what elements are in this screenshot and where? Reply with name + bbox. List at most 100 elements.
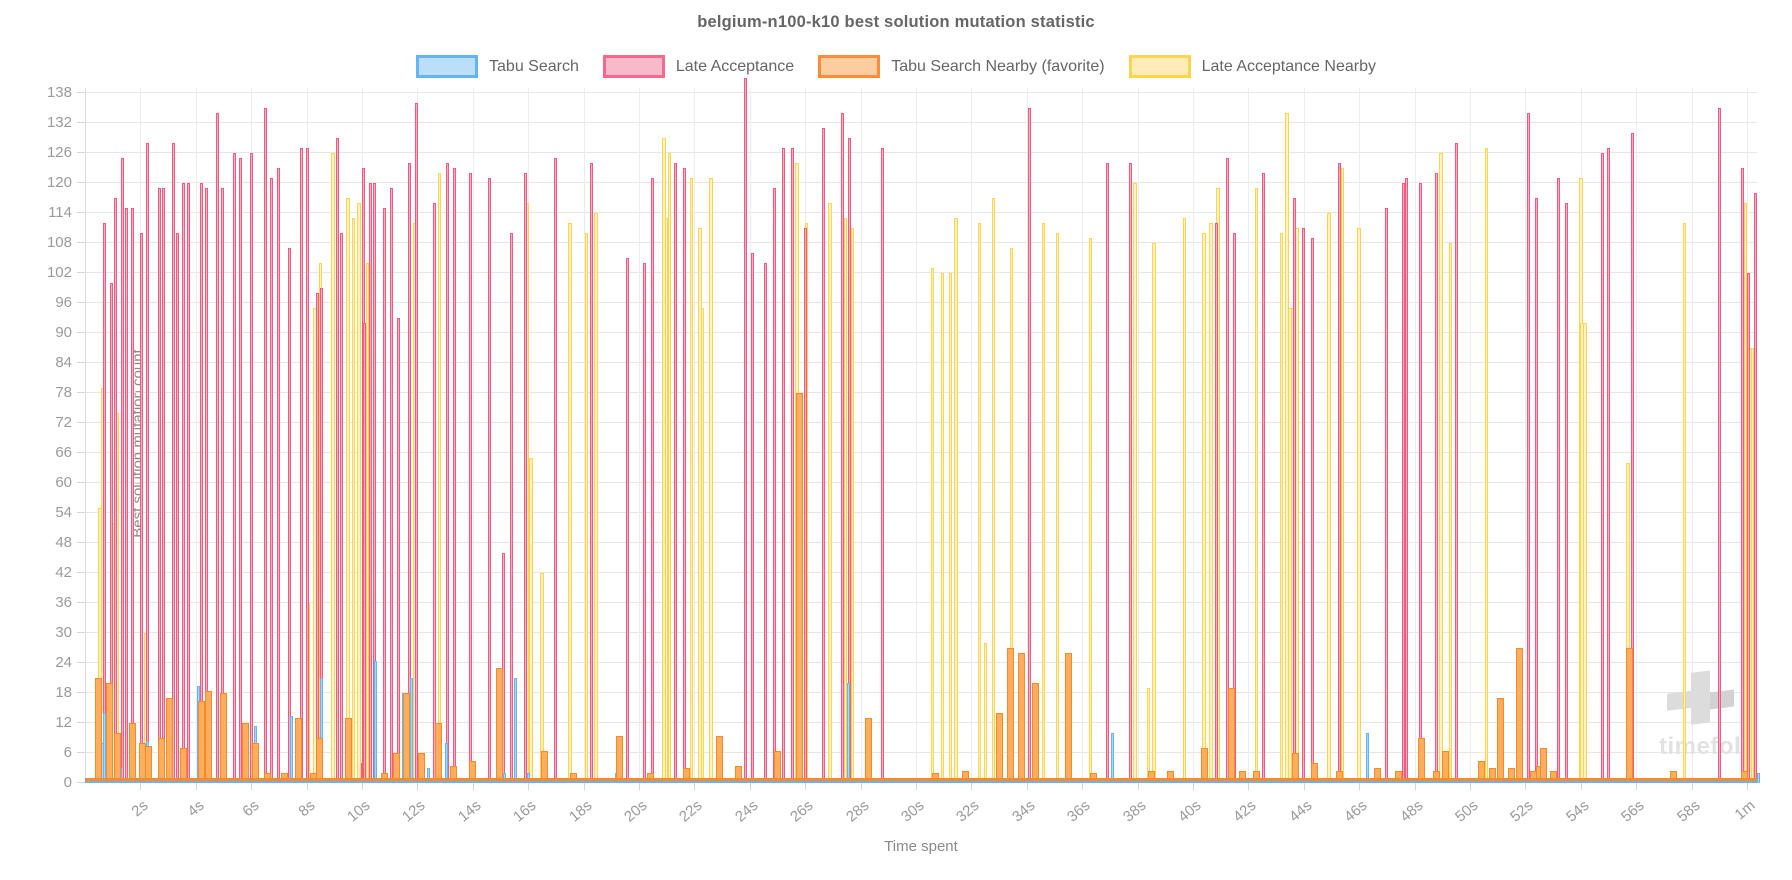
- y-tick-mark: [77, 302, 85, 303]
- bar-late-acceptance: [1607, 148, 1611, 783]
- bar-late-acceptance-nearby: [1254, 188, 1259, 783]
- bar-late-acceptance: [130, 208, 134, 783]
- bar-tabu-search: [444, 743, 448, 783]
- y-tick-label: 18: [55, 684, 72, 701]
- x-gridline: [694, 88, 696, 783]
- bar-late-acceptance: [199, 183, 203, 783]
- y-gridline: [85, 452, 1757, 453]
- bar-late-acceptance: [120, 158, 124, 783]
- x-tick-label: 6s: [239, 796, 263, 821]
- bar-tabu-search-nearby: [1549, 770, 1557, 783]
- x-tick-label: 48s: [1396, 796, 1427, 826]
- bar-tabu-search-nearby: [1625, 648, 1633, 783]
- x-tick-label: 42s: [1230, 796, 1260, 826]
- y-gridline: [85, 92, 1757, 93]
- bar-tabu-search-nearby: [1433, 770, 1441, 783]
- bar-late-acceptance-nearby: [940, 273, 945, 783]
- bar-late-acceptance: [487, 178, 491, 783]
- bar-tabu-search-nearby: [682, 768, 690, 783]
- y-gridline: [85, 182, 1757, 183]
- bar-tabu-search-nearby: [1311, 763, 1319, 783]
- bar-late-acceptance: [773, 188, 777, 783]
- x-tick-label: 36s: [1064, 796, 1094, 826]
- bar-late-acceptance: [181, 183, 185, 783]
- bar-late-acceptance-nearby: [1041, 223, 1046, 783]
- bar-late-acceptance-nearby: [1626, 463, 1630, 783]
- bar-tabu-search-nearby: [242, 723, 250, 783]
- x-tick-mark: [251, 783, 253, 790]
- bar-late-acceptance: [238, 158, 242, 783]
- bar-late-acceptance-nearby: [351, 218, 356, 783]
- bar-late-acceptance: [1741, 168, 1745, 783]
- bar-late-acceptance: [1302, 228, 1306, 783]
- x-tick-mark: [1248, 783, 1250, 790]
- bar-late-acceptance: [1226, 158, 1230, 783]
- x-tick-label: 2s: [128, 796, 152, 821]
- y-tick-mark: [77, 722, 85, 723]
- x-tick-mark: [1470, 783, 1472, 790]
- y-tick-label: 12: [55, 714, 72, 731]
- bar-late-acceptance: [1402, 183, 1406, 783]
- bar-tabu-search-nearby: [1228, 688, 1236, 783]
- legend-swatch-icon: [1128, 55, 1191, 78]
- x-tick-mark: [1691, 783, 1693, 790]
- y-tick-label: 102: [46, 264, 72, 281]
- y-tick-mark: [77, 602, 85, 603]
- bar-tabu-search-nearby: [1292, 753, 1299, 783]
- y-tick-mark: [77, 782, 85, 783]
- bar-late-acceptance: [1746, 273, 1750, 783]
- bar-late-acceptance-nearby: [1209, 223, 1213, 783]
- y-gridline: [85, 212, 1757, 213]
- x-tick-mark: [860, 783, 862, 790]
- bar-tabu-search: [1366, 733, 1370, 783]
- bar-late-acceptance-nearby: [1448, 243, 1453, 783]
- bar-late-acceptance: [270, 178, 274, 783]
- legend-item-late-acceptance[interactable]: Late Acceptance: [602, 55, 794, 78]
- bar-late-acceptance: [1601, 153, 1605, 783]
- bar-late-acceptance-nearby: [331, 153, 335, 783]
- x-tick-mark: [805, 783, 807, 790]
- x-tick-mark: [1193, 783, 1195, 790]
- bar-tabu-search-nearby: [715, 735, 723, 783]
- y-tick-label: 0: [63, 774, 72, 791]
- bar-late-acceptance: [363, 323, 367, 783]
- x-tick-mark: [417, 783, 419, 790]
- bar-late-acceptance-nearby: [1682, 223, 1687, 783]
- bar-tabu-search-nearby: [1670, 770, 1678, 783]
- bar-late-acceptance-nearby: [850, 228, 855, 783]
- baseline-strip-tabu-search: [85, 780, 1757, 783]
- bar-tabu-search-nearby: [344, 718, 352, 783]
- legend-item-tabu-search-nearby-favorite[interactable]: Tabu Search Nearby (favorite): [818, 55, 1105, 78]
- x-axis-title: Time spent: [884, 838, 958, 855]
- bar-late-acceptance: [1310, 238, 1314, 783]
- bar-late-acceptance: [1753, 193, 1757, 783]
- legend-item-late-acceptance-nearby[interactable]: Late Acceptance Nearby: [1128, 55, 1376, 78]
- legend-item-tabu-search[interactable]: Tabu Search: [416, 55, 579, 78]
- bar-late-acceptance: [382, 208, 386, 783]
- x-tick-mark: [1636, 783, 1638, 790]
- x-gridline: [860, 88, 862, 783]
- y-tick-mark: [77, 272, 85, 273]
- bar-tabu-search-nearby: [865, 718, 873, 783]
- x-tick-label: 18s: [565, 796, 596, 826]
- y-tick-mark: [77, 212, 85, 213]
- bar-late-acceptance: [277, 168, 281, 783]
- bar-late-acceptance-nearby: [568, 223, 572, 783]
- bar-tabu-search-nearby: [1336, 770, 1344, 783]
- plot-area: timefold 0 6 12 18 24 30 36 42 48 54 60 66 72 78 84 90 9…: [47, 78, 1760, 826]
- bar-late-acceptance: [523, 173, 527, 783]
- x-gridline: [528, 88, 530, 783]
- x-gridline: [1636, 88, 1638, 783]
- bar-late-acceptance: [881, 148, 885, 783]
- bar-late-acceptance-nearby: [700, 308, 705, 783]
- y-tick-label: 132: [46, 114, 72, 131]
- x-tick-label: 56s: [1618, 796, 1648, 826]
- bar-tabu-search-nearby: [495, 668, 503, 783]
- bar-tabu-search-nearby: [1477, 760, 1485, 783]
- bar-late-acceptance-nearby: [1055, 233, 1060, 783]
- bar-late-acceptance: [216, 113, 220, 783]
- y-tick-label: 126: [46, 144, 72, 161]
- y-gridline: [85, 152, 1757, 153]
- bar-tabu-search-nearby: [95, 678, 103, 783]
